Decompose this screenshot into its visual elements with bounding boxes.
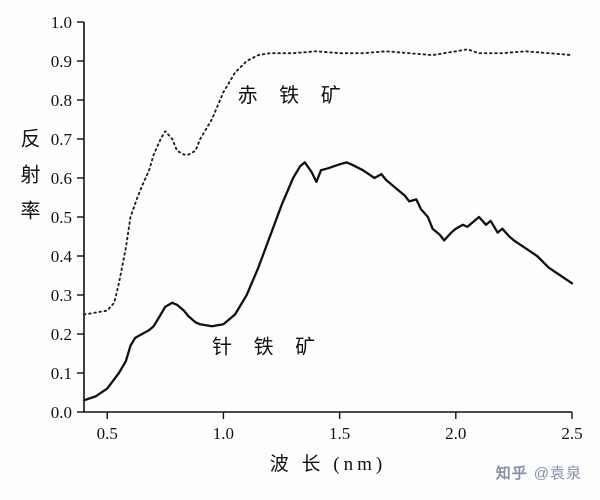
chart-annotations: 赤 铁 矿针 铁 矿 — [212, 84, 349, 359]
y-tick-label: 0.9 — [51, 52, 72, 71]
x-tick-label: 1.0 — [213, 424, 234, 443]
y-tick-label: 0.0 — [51, 403, 72, 422]
watermark: 知乎 @袁泉 — [496, 462, 582, 483]
curve-label: 针 铁 矿 — [212, 336, 323, 359]
y-tick-label: 0.5 — [51, 208, 72, 227]
y-tick-label: 0.4 — [51, 247, 73, 266]
curve-label: 赤 铁 矿 — [238, 84, 349, 107]
y-tick-label: 0.6 — [51, 169, 72, 188]
y-axis-title: 反射率 — [17, 128, 39, 236]
chart-axes — [83, 22, 572, 413]
axis-lines — [83, 22, 572, 413]
chart-series — [82, 48, 574, 402]
series-dotted-curve — [83, 48, 573, 316]
x-tick-label: 2.5 — [561, 424, 582, 443]
series-solid-curve — [82, 161, 574, 402]
y-tick-label: 0.7 — [51, 130, 73, 149]
y-tick-label: 0.3 — [51, 286, 72, 305]
y-tick-label: 0.2 — [51, 325, 72, 344]
watermark-author: @袁泉 — [533, 465, 582, 482]
x-axis-title: 波 长 (nm) — [270, 453, 386, 475]
chart-ticks: 0.5 1.0 1.5 2.0 2.5 0.0 0.1 0.2 0.3 0.4 0.5 0.6 0.7 0… — [51, 13, 583, 443]
y-tick-label: 0.1 — [51, 364, 72, 383]
x-axis-title-group: 波 长 (nm) — [270, 453, 386, 475]
x-tick-label: 2.0 — [445, 424, 466, 443]
y-tick-label: 1.0 — [51, 13, 72, 32]
zhihu-logo-text: 知乎 — [495, 465, 528, 482]
x-tick-label: 1.5 — [329, 424, 350, 443]
y-tick-label: 0.8 — [51, 91, 72, 110]
x-tick-label: 0.5 — [97, 424, 118, 443]
